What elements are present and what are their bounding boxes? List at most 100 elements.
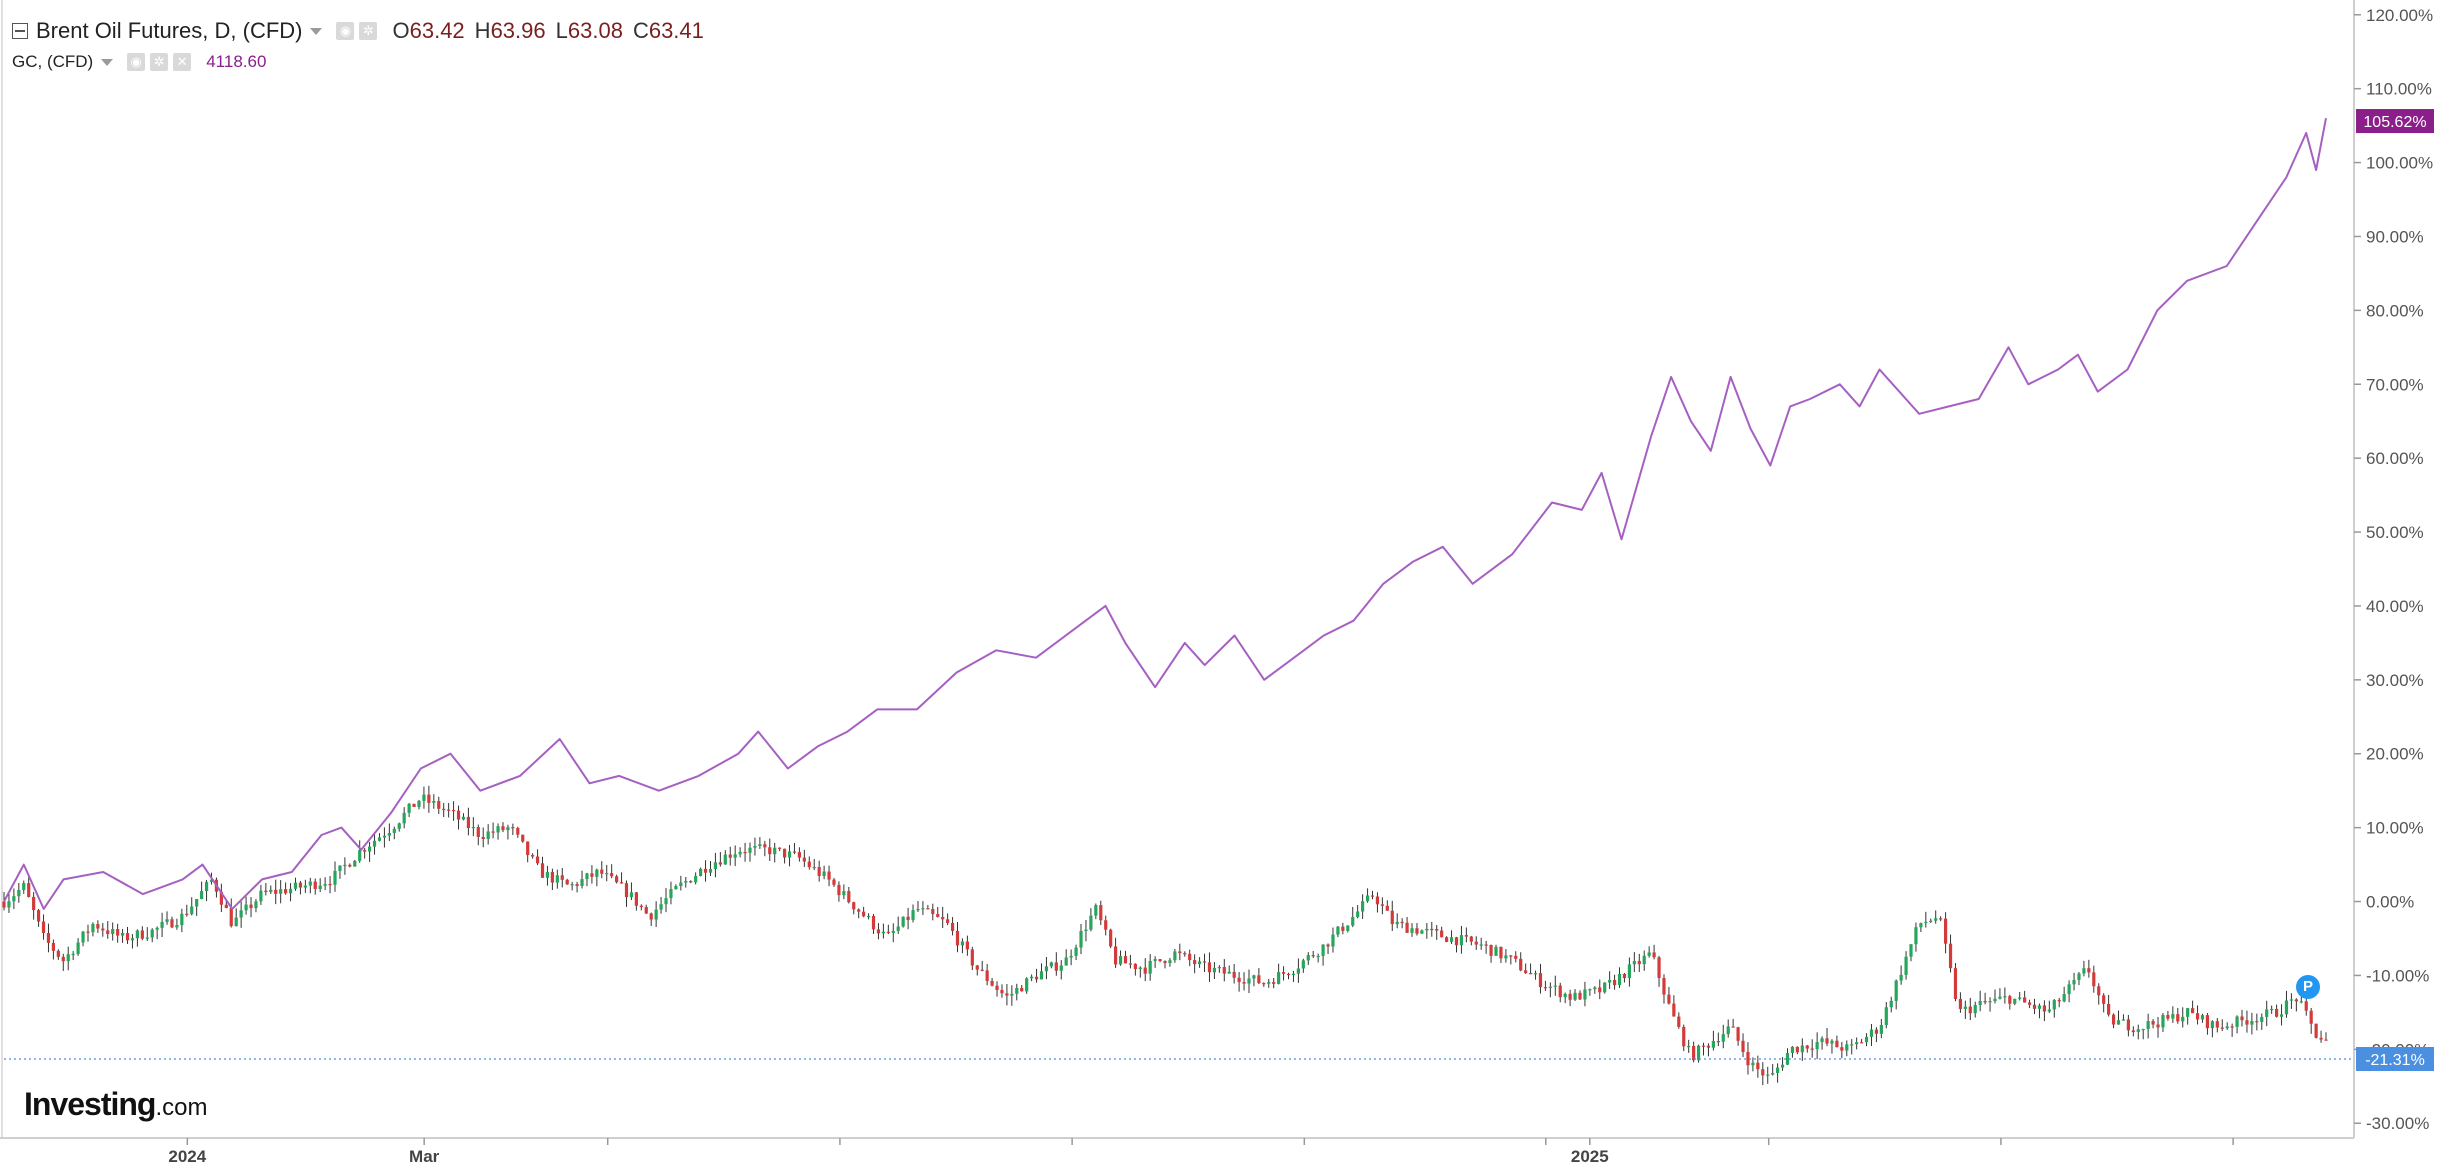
brent-last-value-tag: -21.31% (2365, 1052, 2425, 1069)
collapse-legend-icon[interactable] (12, 23, 28, 39)
candle-body (61, 956, 65, 962)
candle-body (447, 809, 451, 811)
candle-body (1474, 941, 1478, 945)
candle-body (1099, 905, 1103, 921)
candle-body (1672, 1003, 1676, 1017)
candle-body (1064, 957, 1068, 966)
candle-body (1682, 1026, 1686, 1047)
candle-body (2235, 1016, 2239, 1027)
candle-body (2136, 1029, 2140, 1033)
y-tick-label: 100.00% (2366, 154, 2433, 173)
candle-body (1766, 1074, 1770, 1076)
candle-body (1232, 971, 1236, 978)
candle-body (723, 854, 727, 865)
candle-body (333, 870, 337, 885)
candle-body (111, 929, 115, 935)
candle-body (2023, 997, 2027, 1003)
candle-body (402, 812, 406, 824)
candle-body (2304, 1001, 2308, 1011)
candle-body (1820, 1038, 1824, 1043)
candle-body (1089, 915, 1093, 930)
candle-body (116, 929, 120, 936)
candle-body (1617, 973, 1622, 986)
chevron-down-icon[interactable] (101, 58, 114, 66)
compare-series-label[interactable]: GC, (CFD) (12, 52, 94, 71)
candle-body (412, 803, 416, 807)
candle-body (1015, 987, 1019, 994)
candle-body (1341, 926, 1345, 931)
candle-body (575, 884, 579, 886)
chart-legend: Brent Oil Futures, D, (CFD) ◉ ✲ O63.42 H… (12, 16, 704, 76)
visibility-icon[interactable]: ◉ (336, 22, 355, 40)
candle-body (1800, 1045, 1804, 1053)
candle-body (1237, 977, 1241, 983)
candle-body (699, 868, 703, 876)
candle-body (160, 921, 164, 928)
candle-body (1726, 1026, 1730, 1035)
candle-body (466, 816, 470, 829)
candle-body (1780, 1064, 1785, 1068)
candle-body (308, 881, 312, 886)
candle-body (135, 930, 139, 939)
y-tick-label: 110.00% (2366, 80, 2432, 99)
candle-body (1958, 998, 1963, 1009)
candle-body (1692, 1045, 1696, 1061)
candle-body (1242, 982, 1246, 984)
candle-body (689, 881, 693, 883)
y-tick-label: 120.00% (2366, 6, 2433, 25)
candle-body (1365, 895, 1370, 902)
candle-body (323, 884, 327, 886)
candle-body (1563, 993, 1567, 998)
candle-body (565, 879, 569, 885)
candle-body (1608, 979, 1612, 983)
candle-body (857, 909, 861, 912)
candle-body (2067, 984, 2071, 995)
candle-body (1894, 980, 1898, 1001)
chevron-down-icon[interactable] (310, 27, 323, 35)
close-icon[interactable]: ✕ (173, 53, 192, 71)
candle-body (827, 871, 831, 880)
candle-body (1993, 998, 1997, 1002)
candle-body (2082, 968, 2086, 974)
candle-body (644, 907, 648, 914)
last-value-tags: 105.62% -21.31% (2356, 109, 2434, 1072)
candle-body (649, 913, 653, 920)
candle-body (708, 869, 713, 873)
ohlc-low: L63.08 (546, 18, 623, 44)
candle-body (343, 864, 347, 867)
candle-body (506, 827, 510, 831)
candle-body (2245, 1020, 2249, 1025)
candle-body (219, 891, 223, 905)
event-badge-icon[interactable]: P (2296, 975, 2320, 999)
candle-body (1148, 960, 1152, 974)
candle-body (244, 904, 248, 911)
candle-body (1790, 1046, 1795, 1053)
candle-body (1020, 987, 1024, 992)
candle-body (1197, 961, 1202, 965)
visibility-icon[interactable]: ◉ (127, 53, 146, 71)
candle-body (1000, 990, 1004, 994)
candle-body (1934, 918, 1938, 921)
candle-body (891, 930, 895, 933)
candle-body (1998, 996, 2002, 999)
candle-body (1109, 929, 1113, 947)
candle-body (1277, 972, 1281, 984)
legend-main-row: Brent Oil Futures, D, (CFD) ◉ ✲ O63.42 H… (12, 16, 704, 46)
candle-body (1469, 936, 1473, 942)
gear-icon[interactable]: ✲ (150, 53, 169, 71)
candle-body (1326, 944, 1330, 947)
candle-body (1647, 952, 1651, 956)
candle-body (738, 851, 742, 855)
candle-body (481, 836, 485, 839)
x-tick-label: 2025 (1571, 1147, 1609, 1166)
gear-icon[interactable]: ✲ (359, 22, 378, 40)
candle-body (1622, 973, 1627, 979)
candle-body (787, 851, 792, 858)
candle-body (2141, 1028, 2145, 1031)
candle-body (1741, 1040, 1745, 1053)
candle-body (2230, 1026, 2234, 1028)
candle-body (1173, 951, 1177, 961)
main-series-label[interactable]: Brent Oil Futures, D, (CFD) (36, 18, 303, 43)
